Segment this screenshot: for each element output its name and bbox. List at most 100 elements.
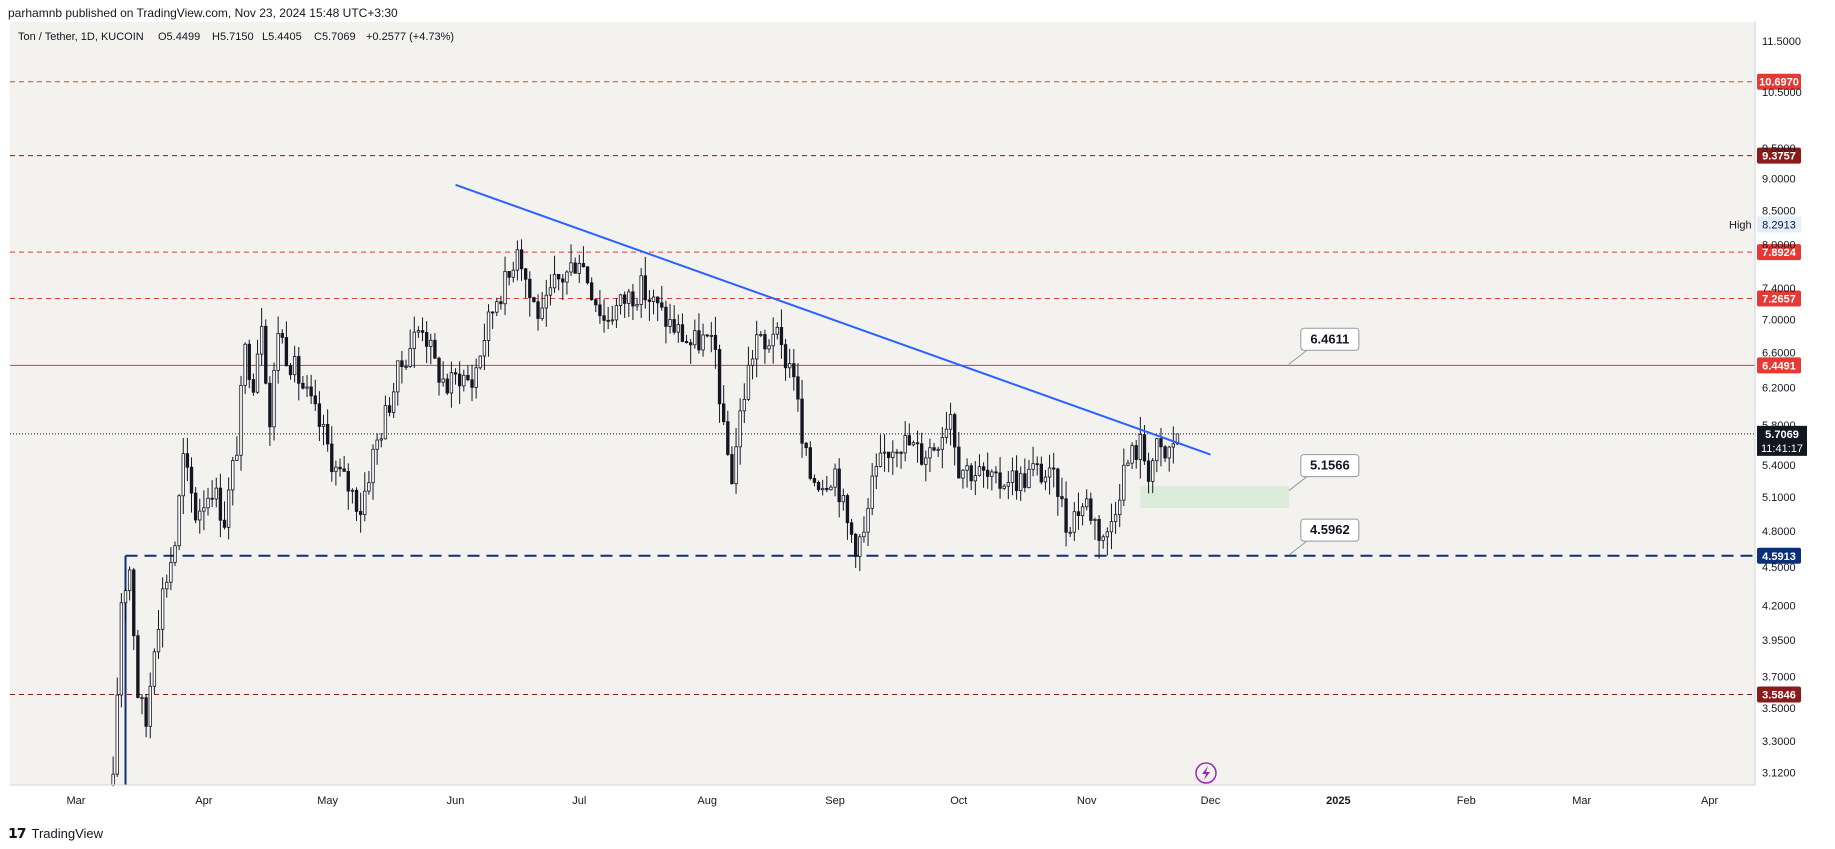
candle-up: [565, 271, 569, 283]
candle-down: [730, 454, 734, 485]
level-price-label: 4.5913: [1762, 551, 1796, 563]
candle-up: [911, 442, 916, 446]
candle-up: [746, 364, 751, 400]
candle-down: [953, 414, 957, 448]
candle-up: [618, 294, 623, 307]
candle-up: [1047, 467, 1052, 478]
x-tick-label: Oct: [950, 795, 967, 807]
y-tick-label: 5.1000: [1762, 492, 1796, 504]
candle-down: [433, 339, 437, 359]
level-price-badge: [1757, 357, 1801, 374]
y-tick-label: 9.5000: [1762, 143, 1796, 155]
candle-down: [1060, 496, 1064, 500]
candle-up: [577, 263, 581, 274]
candle-down: [915, 442, 920, 445]
candle-up: [841, 495, 845, 503]
y-tick-label: 6.2000: [1762, 382, 1796, 394]
callout-pointer: [1288, 349, 1308, 365]
countdown-label: 11:41:17: [1761, 443, 1803, 455]
lightning-icon[interactable]: [1195, 762, 1217, 784]
x-tick-label: Jun: [447, 795, 465, 807]
candle-up: [754, 334, 759, 360]
candle-up: [759, 334, 763, 336]
tradingview-logo-icon[interactable]: 𝟭𝟳: [8, 824, 27, 841]
candle-up: [552, 273, 557, 289]
candle-up: [738, 410, 742, 448]
candle-up: [1093, 519, 1097, 521]
candle-up: [226, 489, 231, 528]
candle-up: [1019, 473, 1023, 492]
candle-down: [796, 376, 800, 400]
candle-up: [495, 301, 499, 313]
candle-up: [391, 391, 396, 413]
candle-up: [1155, 438, 1159, 462]
candle-down: [387, 405, 392, 413]
candle-down: [1146, 460, 1151, 482]
candle-up: [734, 446, 738, 485]
candle-down: [845, 495, 850, 524]
y-tick-label: 3.9500: [1762, 635, 1796, 647]
candle-up: [709, 334, 713, 337]
y-tick-label: 8.0000: [1762, 240, 1796, 252]
candle-down: [1159, 438, 1163, 448]
x-tick-label: Feb: [1457, 795, 1476, 807]
level-price-label: 7.8924: [1762, 247, 1797, 259]
x-tick-label: Sep: [825, 795, 845, 807]
candle-down: [297, 356, 301, 384]
price-chart[interactable]: 10.6970 9.3757 7.8924 7.2657 6.4491 4.5913 3.5…: [0, 22, 1835, 822]
candle-down: [783, 344, 788, 369]
candle-up: [408, 348, 412, 367]
candle-up: [119, 602, 124, 696]
candle-up: [160, 588, 165, 630]
legend-change: +0.2577 (+4.73%): [366, 31, 454, 43]
candle-down: [606, 319, 610, 322]
y-tick-label: 6.6000: [1762, 347, 1796, 359]
candle-up: [462, 374, 466, 387]
candle-down: [466, 374, 470, 381]
candle-up: [1109, 521, 1114, 533]
candle-down: [647, 299, 652, 302]
candle-up: [231, 460, 235, 491]
candle-down: [189, 466, 194, 494]
candle-up: [1175, 433, 1180, 445]
candle-up: [486, 311, 491, 341]
candle-up: [292, 356, 297, 376]
candle-down: [536, 301, 540, 319]
candle-down: [812, 477, 817, 483]
candle-up: [383, 405, 388, 440]
candle-up: [829, 486, 833, 491]
candle-down: [800, 398, 804, 444]
candle-down: [437, 357, 441, 383]
candle-down: [144, 697, 148, 727]
chart-area[interactable]: 10.6970 9.3757 7.8924 7.2657 6.4491 4.5913 3.5…: [0, 22, 1835, 822]
y-tick-label: 4.2000: [1762, 601, 1796, 613]
high-marker-badge: [1757, 216, 1801, 233]
y-tick-label: 5.4000: [1762, 460, 1796, 472]
footer-brand[interactable]: TradingView: [31, 825, 104, 841]
candle-up: [651, 296, 656, 302]
candle-down: [713, 334, 718, 350]
level-price-label: 10.6970: [1759, 77, 1799, 89]
candle-down: [1076, 511, 1081, 516]
candle-up: [1130, 445, 1134, 464]
candle-down: [808, 447, 812, 479]
candle-up: [965, 465, 969, 471]
candle-down: [660, 302, 664, 308]
candle-down: [1056, 468, 1060, 497]
candle-down: [251, 379, 256, 393]
candle-up: [1126, 462, 1130, 466]
candle-down: [837, 468, 841, 503]
candle-up: [412, 331, 416, 349]
candle-up: [767, 345, 771, 350]
candle-down: [519, 249, 524, 270]
candle-down: [532, 297, 536, 303]
candle-up: [350, 489, 355, 492]
candle-up: [882, 451, 887, 454]
candle-down: [1163, 446, 1167, 459]
candle-up: [775, 326, 779, 335]
candle-up: [474, 367, 478, 388]
candle-up: [127, 569, 132, 592]
candle-down: [136, 635, 140, 699]
candle-up: [944, 428, 949, 438]
candle-up: [1068, 531, 1072, 534]
